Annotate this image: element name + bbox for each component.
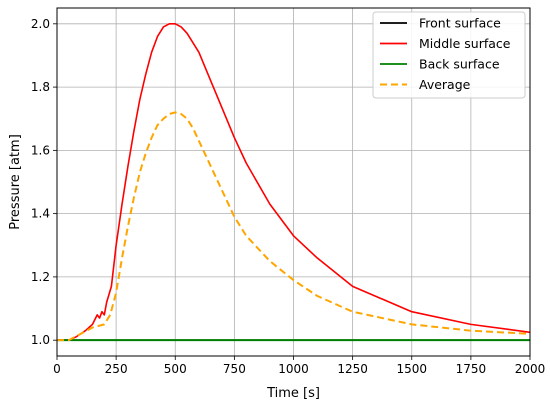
y-tick-label-0: 1.0 bbox=[31, 333, 50, 347]
axis-ticks: 0 250 500 750 1000 1250 1500 1750 2000 1.0 1.2 1.4 1… bbox=[31, 17, 545, 376]
y-tick-label-4: 1.8 bbox=[31, 80, 50, 94]
y-tick-label-5: 2.0 bbox=[31, 17, 50, 31]
x-tick-label-6: 1500 bbox=[396, 362, 427, 376]
series-line-middle-surface bbox=[57, 23, 530, 341]
y-axis-label: Pressure [atm] bbox=[8, 134, 23, 230]
x-tick-label-7: 1750 bbox=[456, 362, 487, 376]
y-tick-label-3: 1.6 bbox=[31, 143, 50, 157]
x-tick-label-4: 1000 bbox=[278, 362, 309, 376]
legend-label-3: Average bbox=[419, 77, 471, 92]
x-axis-label: Time [s] bbox=[266, 386, 320, 401]
x-tick-label-5: 1250 bbox=[337, 362, 368, 376]
legend-label-1: Middle surface bbox=[419, 36, 511, 51]
y-tick-label-2: 1.4 bbox=[31, 207, 50, 221]
y-tick-label-1: 1.2 bbox=[31, 270, 50, 284]
x-tick-label-3: 750 bbox=[223, 362, 246, 376]
x-tick-label-2: 500 bbox=[164, 362, 187, 376]
x-tick-label-1: 250 bbox=[105, 362, 128, 376]
x-tick-label-0: 0 bbox=[53, 362, 61, 376]
plot-series bbox=[57, 23, 530, 342]
legend-label-0: Front surface bbox=[419, 16, 501, 31]
x-tick-label-8: 2000 bbox=[515, 362, 546, 376]
series-line-average bbox=[57, 111, 530, 342]
legend-box bbox=[372, 11, 526, 99]
legend-label-2: Back surface bbox=[419, 57, 500, 72]
legend: Front surface Middle surface Back surface A… bbox=[372, 11, 526, 99]
